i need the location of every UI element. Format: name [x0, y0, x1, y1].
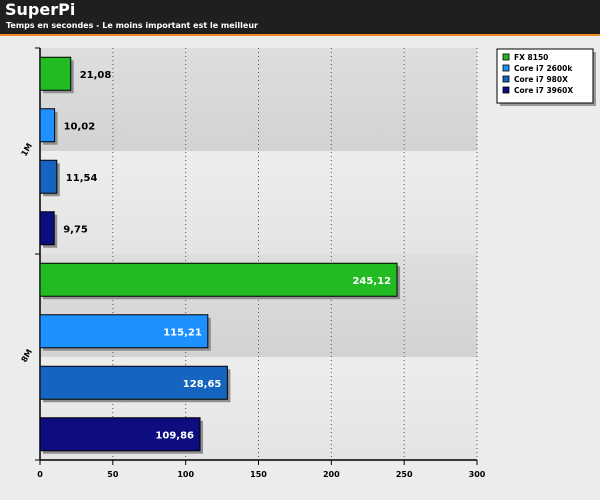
x-tick-label: 150 [250, 470, 267, 479]
category-label: 1M [20, 142, 35, 158]
data-label: 128,65 [183, 379, 222, 390]
bar [39, 108, 56, 143]
data-label: 115,21 [163, 327, 202, 338]
x-tick-label: 0 [37, 470, 43, 479]
legend-swatch [502, 64, 510, 72]
bars [39, 56, 401, 454]
chart-title: SuperPi [5, 0, 76, 19]
bar [39, 56, 72, 91]
legend-label: Core i7 3960X [514, 86, 573, 95]
x-tick-label: 100 [177, 470, 194, 479]
legend-swatch [502, 53, 510, 61]
bar [39, 314, 209, 349]
legend-box [496, 48, 594, 104]
tick-labels: 0 50 100 150 200 250 300 1M 8M [20, 142, 486, 479]
legend-label: Core i7 2600k [514, 64, 573, 73]
bar [39, 159, 58, 194]
data-label: 245,12 [352, 276, 391, 287]
data-label: 11,54 [66, 173, 98, 184]
bar [39, 417, 201, 452]
x-tick-label: 50 [107, 470, 119, 479]
gridlines [112, 48, 478, 460]
bar [39, 262, 398, 297]
bar [39, 365, 228, 400]
category-band [40, 48, 477, 151]
legend-label: FX 8150 [514, 53, 548, 62]
bar [39, 211, 55, 246]
x-tick-label: 200 [323, 470, 340, 479]
chart-subtitle: Temps en secondes - Le moins important e… [6, 21, 258, 30]
data-label: 10,02 [64, 121, 96, 132]
legend-swatch [502, 75, 510, 83]
chart-header: SuperPi Temps en secondes - Le moins imp… [0, 0, 600, 36]
data-labels: 21,08 10,02 11,54 9,75 245,12 115,21 128,65 109… [63, 70, 391, 442]
category-band [40, 151, 477, 254]
data-label: 9,75 [63, 224, 88, 235]
legend-label: Core i7 980X [514, 75, 568, 84]
legend: FX 8150 Core i7 2600k Core i7 980X Core i7 … [496, 48, 596, 106]
legend-swatch [502, 86, 510, 94]
x-tick-label: 250 [396, 470, 413, 479]
x-tick-label: 300 [469, 470, 486, 479]
data-label: 21,08 [80, 70, 112, 81]
data-label: 109,86 [155, 430, 194, 441]
category-label: 8M [20, 348, 35, 364]
